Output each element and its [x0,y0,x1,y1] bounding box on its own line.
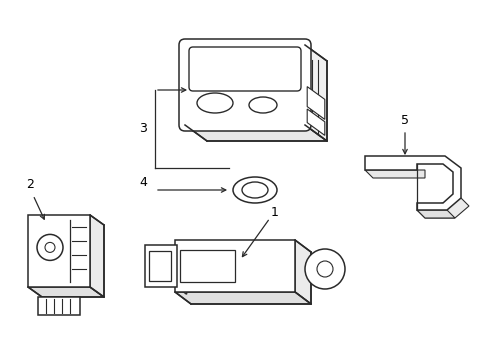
Ellipse shape [232,177,276,203]
Bar [28,215,90,287]
Polygon shape [294,240,310,304]
Ellipse shape [197,93,232,113]
FancyBboxPatch shape [189,47,301,91]
Polygon shape [90,215,104,297]
Ellipse shape [37,234,63,260]
Ellipse shape [248,97,276,113]
Polygon shape [177,245,186,294]
Polygon shape [364,170,424,178]
Bar [180,250,235,282]
Bar [38,297,80,315]
Bar [175,240,294,292]
Text: 2: 2 [26,179,34,192]
Polygon shape [416,198,468,218]
Polygon shape [184,125,326,141]
Ellipse shape [305,249,345,289]
Polygon shape [416,210,454,218]
FancyBboxPatch shape [179,39,310,131]
Polygon shape [306,109,324,135]
Polygon shape [28,287,104,297]
Polygon shape [305,45,326,141]
Text: 5: 5 [400,113,408,126]
Polygon shape [364,156,460,210]
Ellipse shape [316,261,332,277]
Bar [145,245,177,287]
Ellipse shape [45,242,55,252]
Text: 4: 4 [139,175,146,189]
Polygon shape [306,87,324,120]
Bar [149,251,171,281]
Ellipse shape [242,182,267,198]
Polygon shape [175,292,310,304]
Text: 1: 1 [270,206,278,219]
Text: 3: 3 [139,122,146,135]
